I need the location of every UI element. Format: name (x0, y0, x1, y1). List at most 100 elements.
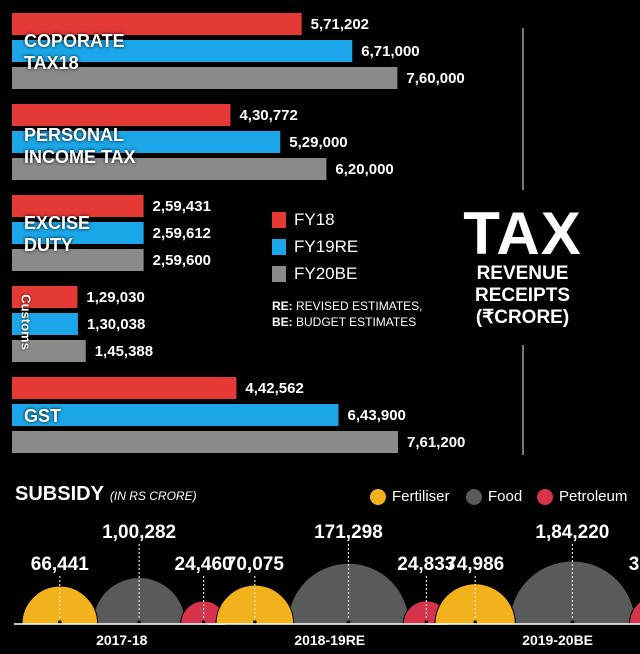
bar-value-label-4-1: 6,43,900 (348, 407, 406, 424)
bar-3-0 (12, 286, 78, 308)
bubble-center-dot-2-1 (570, 620, 575, 624)
abbreviation-notes: RE: REVISED ESTIMATES, BE: BUDGET ESTIMA… (272, 298, 422, 330)
subsidy-legend-label-fertiliser: Fertiliser (392, 488, 450, 505)
bar-value-label-3-1: 1,30,038 (87, 316, 145, 333)
subsidy-legend-label-food: Food (488, 488, 523, 505)
bar-value-label-0-2: 7,60,000 (406, 70, 464, 87)
bar-4-2 (12, 431, 398, 453)
bar-2-2 (12, 249, 144, 271)
bubble-center-dot-1-2 (424, 620, 429, 624)
bubble-value-label-0-1: 1,00,282 (102, 522, 176, 543)
chart-subtitle-line2: RECEIPTS (474, 285, 571, 306)
category-label-corporate-line1: COPORATE (24, 31, 125, 51)
bubble-value-label-2-0: 74,986 (446, 554, 504, 575)
bubble-2-2 (628, 601, 640, 625)
category-label-excise-line1: EXCISE (24, 213, 91, 233)
subsidy-legend-food: Food (466, 488, 522, 505)
legend-label-fy18: FY18 (294, 209, 335, 229)
bar-1-1 (12, 131, 281, 153)
note-re: RE: REVISED ESTIMATES, (272, 298, 422, 314)
subsidy-unit: (IN RS CRORE) (109, 489, 197, 503)
legend-label-fy20be: FY20BE (294, 263, 358, 283)
bar-3-1 (12, 313, 78, 335)
note-be: BE: BUDGET ESTIMATES (272, 314, 422, 330)
legend-item-fy18: FY18 (272, 206, 358, 233)
bar-value-label-1-1: 5,29,000 (289, 134, 347, 151)
bar-0-2 (12, 67, 398, 89)
subsidy-bubble-chart: 66,441 1,00,282 24,460 2017-18 70,075 171,298… (14, 522, 640, 648)
category-label-personal-line2: INCOME TAX (24, 147, 136, 167)
chart-title: TAX (463, 200, 582, 267)
bar-1-2 (12, 158, 327, 180)
subsidy-legend-label-petroleum: Petroleum (559, 488, 628, 505)
bar-4-1 (12, 404, 339, 426)
bar-value-label-2-2: 2,59,600 (153, 252, 211, 269)
note-be-abbr: BE: (272, 315, 293, 329)
category-label-corporate: COPORATE TAX18 (24, 30, 125, 74)
category-label-corporate-line2: TAX18 (24, 53, 79, 73)
bubble-value-label-1-0: 70,075 (226, 554, 285, 575)
customs-text: Customs (18, 294, 34, 350)
bubble-center-dot-1-1 (346, 620, 351, 624)
bar-2-0 (12, 195, 144, 217)
bubble-2-0 (434, 583, 516, 625)
subsidy-title: SUBSIDY (15, 483, 104, 505)
bar-value-label-2-1: 2,59,612 (153, 225, 211, 242)
bar-value-label-4-2: 7,61,200 (407, 434, 465, 451)
subsidy-year-label-2: 2019-20BE (522, 632, 593, 648)
chart-title-block: TAX REVENUE RECEIPTS (₹CRORE) (455, 200, 590, 329)
subsidy-year-label-1: 2018-19RE (294, 632, 365, 648)
bubble-center-dot-0-0 (58, 620, 62, 624)
bar-3-2 (12, 340, 86, 362)
bar-value-label-2-0: 2,59,431 (153, 198, 211, 215)
legend-item-fy20be: FY20BE (272, 260, 358, 287)
bubble-value-label-2-1: 1,84,220 (535, 522, 609, 543)
subsidy-year-label-0: 2017-18 (96, 632, 148, 648)
bubble-value-label-1-1: 171,298 (314, 522, 383, 543)
bar-0-0 (12, 13, 302, 35)
legend-swatch-fy18 (272, 211, 286, 228)
bubble-center-dot-1-0 (253, 620, 257, 624)
subsidy-legend-fertiliser: Fertiliser (370, 488, 450, 505)
bar-value-label-0-1: 6,71,000 (361, 43, 419, 60)
bubble-value-label-1-2: 24,833 (397, 554, 455, 575)
category-label-gst: GST (24, 406, 62, 426)
bar-4-0 (12, 377, 237, 399)
category-label-personal: PERSONAL INCOME TAX (24, 124, 136, 168)
bubble-value-label-0-0: 66,441 (31, 554, 90, 575)
bubble-value-label-2-2: 37,478 (629, 554, 640, 575)
bubble-center-dot-0-1 (137, 620, 141, 624)
petroleum-dot-icon (537, 488, 553, 505)
tax-legend: FY18 FY19RE FY20BE (272, 206, 358, 287)
note-be-text: BUDGET ESTIMATES (296, 315, 417, 329)
chart-subtitle-line1: REVENUE (476, 263, 569, 284)
bar-value-label-1-0: 4,30,772 (239, 107, 297, 124)
fertiliser-dot-icon (370, 488, 386, 505)
bubble-center-dot-2-0 (473, 620, 477, 624)
note-re-abbr: RE: (272, 299, 293, 313)
subsidy-legend-petroleum: Petroleum (537, 488, 627, 505)
category-label-customs: Customs (13, 286, 39, 358)
bubble-center-dot-0-2 (201, 620, 206, 624)
bar-2-1 (12, 222, 144, 244)
legend-swatch-fy19re (272, 238, 286, 255)
bar-value-label-4-0: 4,42,562 (245, 380, 303, 397)
bar-0-1 (12, 40, 353, 62)
bubble-value-label-0-2: 24,460 (175, 554, 233, 575)
bar-value-label-3-2: 1,45,388 (95, 343, 153, 360)
chart-subtitle-line3: (₹CRORE) (475, 307, 570, 328)
bar-value-label-3-0: 1,29,030 (86, 289, 144, 306)
bar-value-label-0-0: 5,71,202 (311, 16, 369, 33)
divider-line (522, 28, 524, 190)
category-label-personal-line1: PERSONAL (24, 125, 125, 145)
legend-item-fy19re: FY19RE (272, 233, 358, 260)
bar-1-0 (12, 104, 231, 126)
category-label-excise-line2: DUTY (24, 235, 73, 255)
category-label-excise: EXCISE DUTY (24, 212, 90, 256)
legend-label-fy19re: FY19RE (294, 236, 359, 256)
legend-swatch-fy20be (272, 265, 286, 282)
bar-value-label-1-2: 6,20,000 (335, 161, 393, 178)
divider-line-lower (522, 345, 524, 455)
note-re-text: REVISED ESTIMATES, (296, 299, 423, 313)
tax-bar-chart: 5,71,202 6,71,000 7,60,000 4,30,772 5,29,000… (12, 13, 465, 453)
